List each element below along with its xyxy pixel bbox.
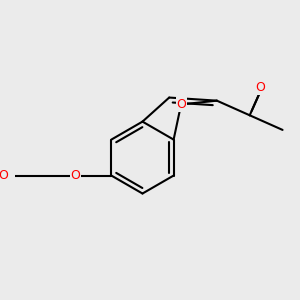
Text: O: O [256, 81, 266, 94]
Text: O: O [0, 169, 8, 182]
Text: O: O [70, 169, 80, 182]
Text: O: O [176, 98, 186, 111]
